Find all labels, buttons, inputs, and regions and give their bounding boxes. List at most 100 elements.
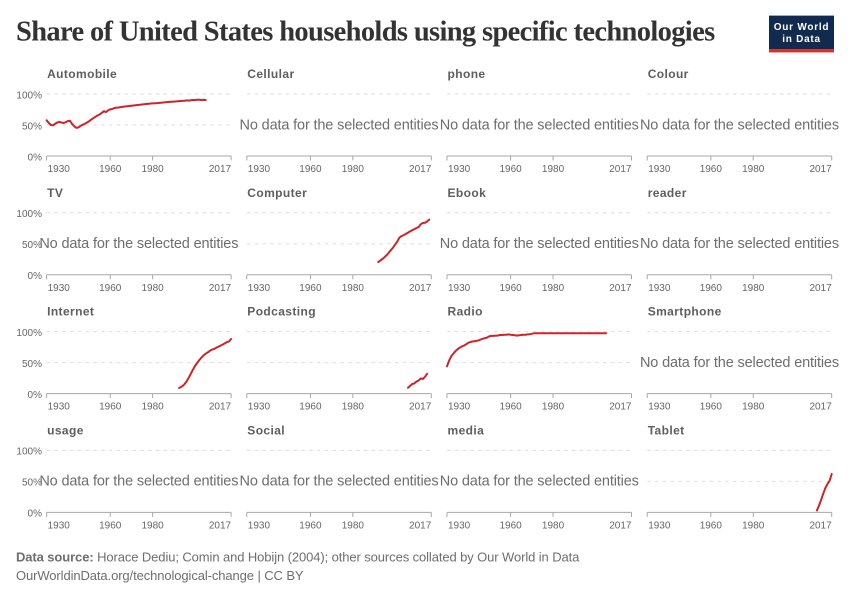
svg-text:1980: 1980 <box>542 520 565 531</box>
svg-text:1930: 1930 <box>48 283 71 294</box>
svg-text:Tablet: Tablet <box>648 423 685 437</box>
svg-text:1980: 1980 <box>342 520 365 531</box>
svg-text:1930: 1930 <box>648 283 671 294</box>
svg-text:100%: 100% <box>16 90 42 101</box>
svg-text:1960: 1960 <box>700 402 723 413</box>
svg-text:100%: 100% <box>16 447 42 458</box>
svg-text:TV: TV <box>47 186 63 200</box>
svg-text:1980: 1980 <box>342 402 365 413</box>
svg-text:50%: 50% <box>22 359 42 370</box>
svg-text:2017: 2017 <box>209 164 232 175</box>
svg-text:1980: 1980 <box>142 402 165 413</box>
svg-text:No data for the selected entit: No data for the selected entities <box>39 236 238 252</box>
svg-text:1980: 1980 <box>542 164 565 175</box>
svg-text:1960: 1960 <box>99 402 122 413</box>
svg-text:Podcasting: Podcasting <box>247 305 316 319</box>
svg-text:No data for the selected entit: No data for the selected entities <box>240 117 439 133</box>
svg-text:0%: 0% <box>28 509 43 520</box>
svg-text:1930: 1930 <box>48 164 71 175</box>
svg-text:1930: 1930 <box>648 402 671 413</box>
svg-text:Our World: Our World <box>774 22 829 33</box>
svg-text:100%: 100% <box>16 328 42 339</box>
svg-text:1930: 1930 <box>448 164 471 175</box>
svg-text:reader: reader <box>648 186 687 200</box>
svg-text:Colour: Colour <box>648 67 689 81</box>
svg-text:2017: 2017 <box>609 402 632 413</box>
svg-text:2017: 2017 <box>809 283 832 294</box>
svg-text:1980: 1980 <box>742 520 765 531</box>
svg-text:1980: 1980 <box>542 283 565 294</box>
svg-text:Smartphone: Smartphone <box>648 305 722 319</box>
svg-text:1960: 1960 <box>499 520 522 531</box>
svg-text:2017: 2017 <box>409 520 432 531</box>
svg-text:50%: 50% <box>22 478 42 489</box>
svg-text:1980: 1980 <box>742 164 765 175</box>
svg-text:2017: 2017 <box>809 402 832 413</box>
svg-text:1930: 1930 <box>48 520 71 531</box>
svg-text:1930: 1930 <box>648 520 671 531</box>
svg-text:1960: 1960 <box>99 520 122 531</box>
svg-text:Computer: Computer <box>247 186 307 200</box>
svg-text:OurWorldinData.org/technologic: OurWorldinData.org/technological-change … <box>16 568 304 583</box>
svg-text:2017: 2017 <box>209 520 232 531</box>
svg-text:phone: phone <box>448 67 486 81</box>
svg-text:No data for the selected entit: No data for the selected entities <box>440 236 639 252</box>
svg-text:1960: 1960 <box>299 520 322 531</box>
svg-text:0%: 0% <box>28 390 43 401</box>
svg-text:2017: 2017 <box>209 402 232 413</box>
svg-text:in Data: in Data <box>782 34 821 45</box>
svg-text:2017: 2017 <box>209 283 232 294</box>
svg-text:1980: 1980 <box>342 164 365 175</box>
svg-text:No data for the selected entit: No data for the selected entities <box>640 355 839 371</box>
svg-text:50%: 50% <box>22 240 42 251</box>
svg-text:No data for the selected entit: No data for the selected entities <box>640 236 839 252</box>
svg-text:No data for the selected entit: No data for the selected entities <box>640 117 839 133</box>
svg-text:2017: 2017 <box>609 283 632 294</box>
svg-text:2017: 2017 <box>609 164 632 175</box>
svg-text:1960: 1960 <box>299 283 322 294</box>
svg-text:1930: 1930 <box>248 520 271 531</box>
svg-text:1960: 1960 <box>99 283 122 294</box>
svg-text:1960: 1960 <box>499 283 522 294</box>
svg-text:Social: Social <box>247 423 285 437</box>
svg-text:No data for the selected entit: No data for the selected entities <box>240 474 439 490</box>
svg-text:0%: 0% <box>28 152 43 163</box>
svg-text:1930: 1930 <box>448 283 471 294</box>
svg-text:1980: 1980 <box>742 402 765 413</box>
svg-text:2017: 2017 <box>409 283 432 294</box>
svg-text:1960: 1960 <box>499 164 522 175</box>
svg-text:Share of United States househo: Share of United States households using … <box>16 17 715 48</box>
svg-text:2017: 2017 <box>809 520 832 531</box>
svg-text:1930: 1930 <box>648 164 671 175</box>
svg-text:Data source: Horace Dediu; Com: Data source: Horace Dediu; Comin and Hob… <box>16 549 580 564</box>
svg-text:2017: 2017 <box>609 520 632 531</box>
svg-text:1960: 1960 <box>499 402 522 413</box>
svg-text:1930: 1930 <box>448 402 471 413</box>
svg-text:1980: 1980 <box>342 283 365 294</box>
svg-text:1980: 1980 <box>142 520 165 531</box>
svg-text:Ebook: Ebook <box>448 186 487 200</box>
svg-text:2017: 2017 <box>409 402 432 413</box>
svg-text:1980: 1980 <box>142 164 165 175</box>
svg-text:Radio: Radio <box>448 305 483 319</box>
svg-text:1930: 1930 <box>248 164 271 175</box>
svg-text:1930: 1930 <box>48 402 71 413</box>
svg-text:1930: 1930 <box>248 283 271 294</box>
svg-text:1960: 1960 <box>99 164 122 175</box>
svg-text:1930: 1930 <box>248 402 271 413</box>
svg-text:1980: 1980 <box>742 283 765 294</box>
svg-text:1960: 1960 <box>700 520 723 531</box>
svg-text:1960: 1960 <box>299 164 322 175</box>
svg-text:1960: 1960 <box>299 402 322 413</box>
svg-text:Automobile: Automobile <box>47 67 117 81</box>
svg-text:No data for the selected entit: No data for the selected entities <box>440 117 639 133</box>
svg-text:1960: 1960 <box>700 283 723 294</box>
svg-text:usage: usage <box>47 423 84 437</box>
svg-text:1930: 1930 <box>448 520 471 531</box>
svg-text:Internet: Internet <box>47 305 94 319</box>
svg-text:2017: 2017 <box>809 164 832 175</box>
svg-text:0%: 0% <box>28 271 43 282</box>
svg-text:1980: 1980 <box>542 402 565 413</box>
svg-text:No data for the selected entit: No data for the selected entities <box>39 474 238 490</box>
svg-text:1980: 1980 <box>142 283 165 294</box>
